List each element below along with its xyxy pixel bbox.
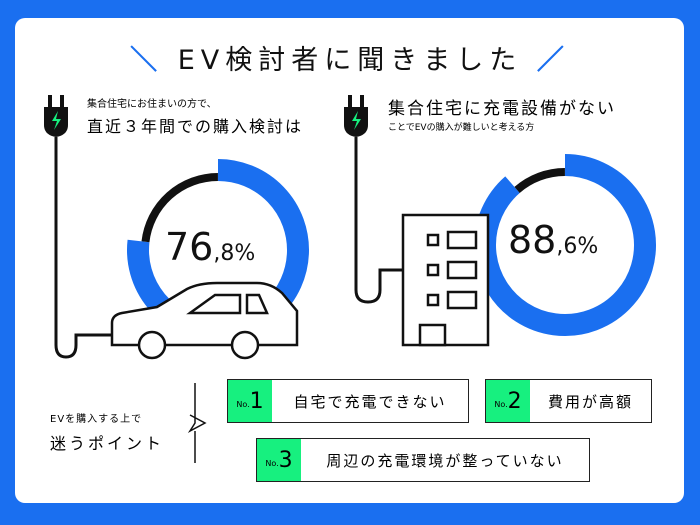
- building-illustration: [401, 213, 490, 347]
- car-illustration: [110, 281, 299, 360]
- points-sub: EVを購入する上で: [50, 414, 143, 425]
- left-question-sub: 集合住宅にお住まいの方で、: [87, 99, 217, 110]
- left-question-main: 直近３年間での購入検討は: [87, 117, 304, 136]
- right-percentage: 88,6%: [508, 218, 599, 262]
- plug-icon-right: [344, 95, 368, 137]
- plug-icon-left: [44, 95, 68, 137]
- donut-remainder-arc: [514, 168, 566, 194]
- donut-remainder-arc: [141, 173, 219, 243]
- points-main: 迷うポイント: [50, 434, 165, 453]
- page-title: ＼ EV検討者に聞きました ／: [130, 45, 570, 76]
- rank-item-2: No. 2 費用が高額: [485, 379, 652, 423]
- rank-item-1: No. 1 自宅で充電できない: [227, 379, 469, 423]
- bracket-divider: [187, 383, 207, 463]
- right-question-sub: ことでEVの購入が難しいと考える方: [388, 123, 535, 133]
- left-percentage: 76,8%: [165, 225, 256, 269]
- cable-right: [354, 137, 402, 304]
- right-question-main: 集合住宅に充電設備がない: [388, 99, 616, 119]
- rank-item-3: No. 3 周辺の充電環境が整っていない: [256, 438, 590, 482]
- cable-left: [54, 137, 121, 359]
